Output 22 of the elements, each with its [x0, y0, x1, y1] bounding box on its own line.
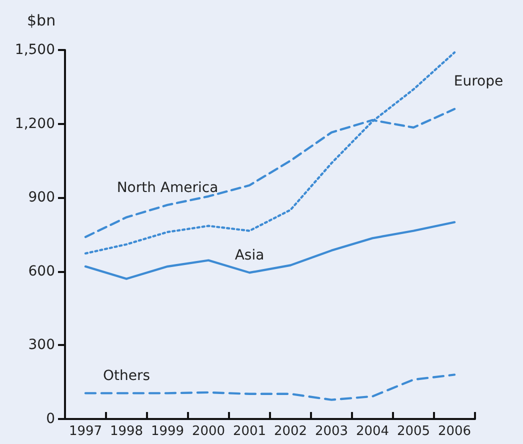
x-tick-label: 2002	[274, 424, 308, 439]
x-tick-label: 2000	[192, 424, 226, 439]
y-tick-label: 300	[28, 337, 55, 354]
line-series	[84, 221, 456, 280]
x-tick-label: 2004	[356, 424, 390, 439]
x-tick-label: 2006	[438, 424, 472, 439]
series-label: Others	[102, 368, 150, 384]
y-tick-label: 0	[46, 411, 55, 427]
x-tick-label: 2003	[314, 424, 348, 439]
y-tick-label: 900	[28, 190, 55, 206]
series-label: Asia	[234, 248, 264, 264]
y-tick-label: 1,500	[14, 42, 55, 58]
x-tick-label: 1998	[110, 424, 144, 439]
series-label: Europe	[454, 73, 504, 90]
x-tick-label: 1999	[150, 424, 184, 439]
series-label: North America	[116, 180, 218, 196]
x-tick-label: 2001	[232, 424, 266, 439]
x-tick-label: 1997	[68, 424, 102, 439]
x-tick-label: 2005	[396, 424, 430, 439]
y-tick-label: 600	[28, 263, 55, 280]
y-axis-title: $bn	[27, 12, 56, 30]
y-tick-label: 1,200	[14, 116, 55, 132]
